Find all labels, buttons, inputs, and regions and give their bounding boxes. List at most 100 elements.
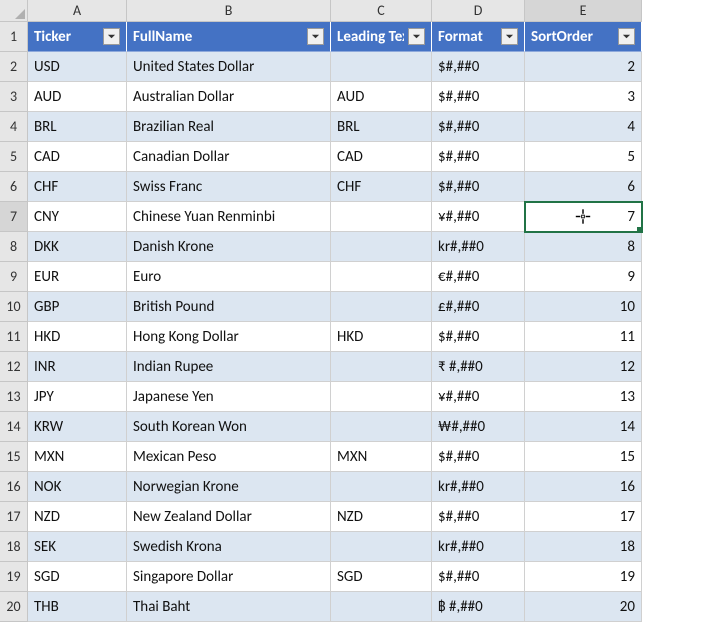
row-header[interactable]: 8 [0, 232, 28, 262]
cell[interactable]: ₩#,##0 [432, 412, 525, 442]
cell[interactable]: CAD [331, 142, 432, 172]
cell[interactable]: Mexican Peso [127, 442, 331, 472]
cell[interactable] [331, 262, 432, 292]
cell[interactable]: 4 [525, 112, 642, 142]
row-header[interactable]: 6 [0, 172, 28, 202]
row-header[interactable]: 3 [0, 82, 28, 112]
cell[interactable]: kr#,##0 [432, 532, 525, 562]
cell[interactable]: ¥#,##0 [432, 382, 525, 412]
cell[interactable]: Singapore Dollar [127, 562, 331, 592]
cell[interactable]: Swiss Franc [127, 172, 331, 202]
cell[interactable]: $#,##0 [432, 112, 525, 142]
cell[interactable] [331, 382, 432, 412]
column-header[interactable]: A [28, 0, 127, 22]
cell[interactable]: 18 [525, 532, 642, 562]
cell[interactable]: 20 [525, 592, 642, 622]
cell[interactable]: 19 [525, 562, 642, 592]
cell[interactable]: €#,##0 [432, 262, 525, 292]
cell[interactable]: EUR [28, 262, 127, 292]
cell[interactable]: $#,##0 [432, 52, 525, 82]
cell[interactable]: BRL [28, 112, 127, 142]
cell[interactable]: JPY [28, 382, 127, 412]
cell[interactable]: Euro [127, 262, 331, 292]
cell[interactable]: INR [28, 352, 127, 382]
spreadsheet-grid[interactable]: ABCDE1TickerFullNameLeading TextFormatSo… [0, 0, 725, 622]
cell[interactable]: $#,##0 [432, 172, 525, 202]
cell[interactable] [331, 352, 432, 382]
cell[interactable]: CAD [28, 142, 127, 172]
cell[interactable]: $#,##0 [432, 322, 525, 352]
cell[interactable]: United States Dollar [127, 52, 331, 82]
cell[interactable]: ฿ #,##0 [432, 592, 525, 622]
cell[interactable]: GBP [28, 292, 127, 322]
cell[interactable] [331, 292, 432, 322]
row-header[interactable]: 10 [0, 292, 28, 322]
cell[interactable]: USD [28, 52, 127, 82]
cell[interactable]: 6 [525, 172, 642, 202]
row-header[interactable]: 20 [0, 592, 28, 622]
cell[interactable]: British Pound [127, 292, 331, 322]
cell[interactable]: Norwegian Krone [127, 472, 331, 502]
filter-button[interactable] [501, 28, 518, 45]
row-header[interactable]: 1 [0, 22, 28, 52]
column-header[interactable]: D [432, 0, 525, 22]
filter-button[interactable] [307, 28, 324, 45]
cell[interactable] [331, 202, 432, 232]
filter-button[interactable] [408, 28, 425, 45]
cell[interactable]: 17 [525, 502, 642, 532]
cell[interactable]: Indian Rupee [127, 352, 331, 382]
cell[interactable]: ₹ #,##0 [432, 352, 525, 382]
cell[interactable]: 3 [525, 82, 642, 112]
row-header[interactable]: 19 [0, 562, 28, 592]
cell[interactable]: Thai Baht [127, 592, 331, 622]
table-header-cell[interactable]: FullName [127, 22, 331, 52]
cell[interactable]: ¥#,##0 [432, 202, 525, 232]
cell[interactable]: Japanese Yen [127, 382, 331, 412]
cell[interactable]: SGD [28, 562, 127, 592]
cell[interactable]: BRL [331, 112, 432, 142]
cell[interactable]: 15 [525, 442, 642, 472]
cell[interactable]: 11 [525, 322, 642, 352]
cell[interactable]: Brazilian Real [127, 112, 331, 142]
table-header-cell[interactable]: SortOrder [525, 22, 642, 52]
cell[interactable] [331, 472, 432, 502]
row-header[interactable]: 18 [0, 532, 28, 562]
cell[interactable]: KRW [28, 412, 127, 442]
row-header[interactable]: 7 [0, 202, 28, 232]
cell[interactable]: SGD [331, 562, 432, 592]
cell[interactable]: Canadian Dollar [127, 142, 331, 172]
cell[interactable]: £#,##0 [432, 292, 525, 322]
cell[interactable]: MXN [331, 442, 432, 472]
cell[interactable]: MXN [28, 442, 127, 472]
cell[interactable] [331, 592, 432, 622]
table-header-cell[interactable]: Leading Text [331, 22, 432, 52]
table-header-cell[interactable]: Ticker [28, 22, 127, 52]
row-header[interactable]: 17 [0, 502, 28, 532]
filter-button[interactable] [103, 28, 120, 45]
cell[interactable]: New Zealand Dollar [127, 502, 331, 532]
cell[interactable]: NOK [28, 472, 127, 502]
cell[interactable]: NZD [331, 502, 432, 532]
row-header[interactable]: 4 [0, 112, 28, 142]
cell[interactable]: 8 [525, 232, 642, 262]
table-header-cell[interactable]: Format [432, 22, 525, 52]
cell[interactable] [331, 232, 432, 262]
cell[interactable]: 14 [525, 412, 642, 442]
row-header[interactable]: 13 [0, 382, 28, 412]
cell[interactable]: 16 [525, 472, 642, 502]
cell[interactable]: DKK [28, 232, 127, 262]
cell[interactable]: 5 [525, 142, 642, 172]
cell[interactable]: CNY [28, 202, 127, 232]
row-header[interactable]: 11 [0, 322, 28, 352]
row-header[interactable]: 2 [0, 52, 28, 82]
cell[interactable]: Hong Kong Dollar [127, 322, 331, 352]
cell[interactable]: HKD [331, 322, 432, 352]
cell[interactable]: kr#,##0 [432, 472, 525, 502]
cell[interactable]: CHF [28, 172, 127, 202]
row-header[interactable]: 14 [0, 412, 28, 442]
row-header[interactable]: 16 [0, 472, 28, 502]
cell[interactable]: Danish Krone [127, 232, 331, 262]
cell[interactable]: AUD [331, 82, 432, 112]
cell[interactable]: Chinese Yuan Renminbi [127, 202, 331, 232]
row-header[interactable]: 12 [0, 352, 28, 382]
